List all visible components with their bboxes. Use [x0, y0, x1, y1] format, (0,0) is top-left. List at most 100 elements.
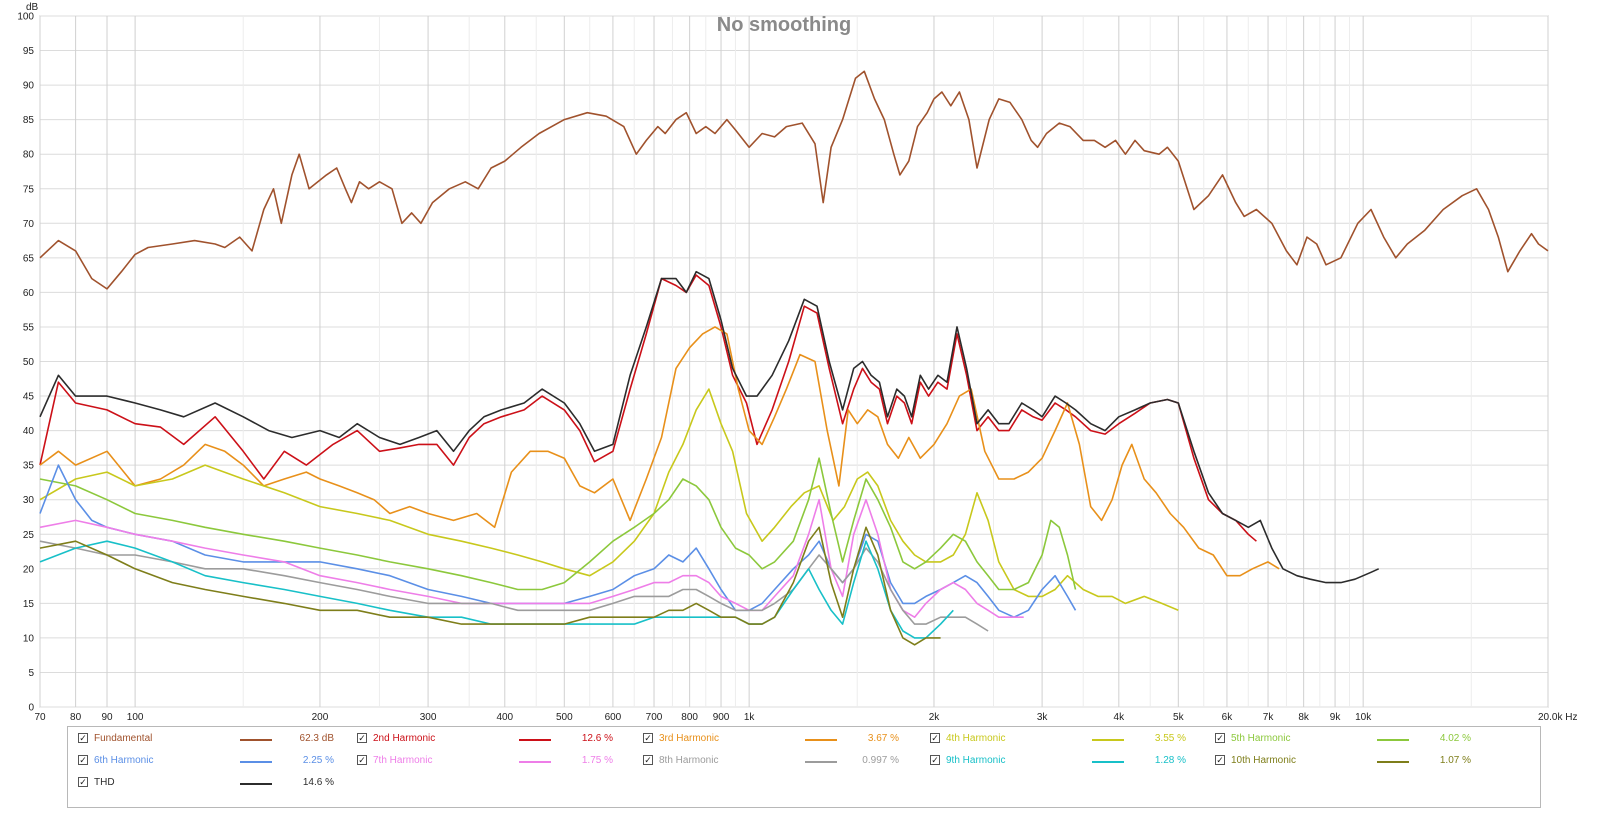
- x-tick-label: 400: [496, 712, 513, 723]
- legend-checkbox-4th-harmonic[interactable]: ✓: [930, 733, 940, 743]
- legend-value: 0.997 %: [862, 755, 899, 766]
- legend-label: 5th Harmonic: [1231, 733, 1291, 744]
- legend-item-7th-harmonic: ✓ 7th Harmonic 1.75 %: [357, 753, 627, 769]
- legend-label: 3rd Harmonic: [659, 733, 720, 744]
- legend-label: 4th Harmonic: [946, 733, 1006, 744]
- legend-checkbox-8th-harmonic[interactable]: ✓: [643, 755, 653, 765]
- series-line-3rd-harmonic: [39, 326, 1280, 577]
- y-tick-label: 15: [23, 599, 35, 610]
- x-tick-label: 800: [681, 712, 698, 723]
- legend-swatch: [1377, 739, 1409, 741]
- x-tick-label: 6k: [1222, 712, 1234, 723]
- y-tick-label: 30: [23, 495, 35, 506]
- chart-title: No smoothing: [717, 14, 851, 36]
- y-tick-label: 65: [23, 253, 35, 264]
- legend-item-fundamental: ✓ Fundamental 62.3 dB: [78, 731, 348, 747]
- x-tick-label: 4k: [1114, 712, 1126, 723]
- y-tick-label: 5: [28, 668, 34, 679]
- y-tick-label: 100: [17, 12, 34, 23]
- y-tick-label: 45: [23, 392, 35, 403]
- y-tick-label: 80: [23, 150, 35, 161]
- chart-plot-area: 0 5 10 15 20 25 30 35 40 45 50 55 60 65 70 75 80 85 90 95 10…: [17, 2, 1577, 723]
- legend-item-6th-harmonic: ✓ 6th Harmonic 2.25 %: [78, 753, 348, 769]
- legend-label: Fundamental: [94, 733, 153, 744]
- legend-label: 6th Harmonic: [94, 755, 154, 766]
- x-tick-label: 2k: [929, 712, 941, 723]
- y-tick-label: 95: [23, 46, 35, 57]
- legend-item-5th-harmonic: ✓ 5th Harmonic 4.02 %: [1215, 731, 1485, 747]
- legend-swatch: [805, 739, 837, 741]
- legend-swatch: [805, 761, 837, 763]
- y-tick-label: 75: [23, 184, 35, 195]
- x-tick-label: 900: [713, 712, 730, 723]
- legend-item-2nd-harmonic: ✓ 2nd Harmonic 12.6 %: [357, 731, 627, 747]
- legend-checkbox-6th-harmonic[interactable]: ✓: [78, 755, 88, 765]
- legend-checkbox-5th-harmonic[interactable]: ✓: [1215, 733, 1225, 743]
- legend-checkbox-10th-harmonic[interactable]: ✓: [1215, 755, 1225, 765]
- legend-swatch: [519, 739, 551, 741]
- legend-checkbox-9th-harmonic[interactable]: ✓: [930, 755, 940, 765]
- legend-item-thd: ✓ THD 14.6 %: [78, 775, 348, 791]
- series-lines: [39, 70, 1549, 646]
- legend-swatch: [519, 761, 551, 763]
- y-tick-label: 10: [23, 633, 35, 644]
- y-tick-label: 85: [23, 115, 35, 126]
- series-line-10th-harmonic: [39, 526, 941, 646]
- legend-value: 14.6 %: [302, 777, 334, 788]
- legend-item-4th-harmonic: ✓ 4th Harmonic 3.55 %: [930, 731, 1200, 747]
- x-tick-label: 5k: [1173, 712, 1185, 723]
- series-line-4th-harmonic: [39, 388, 1179, 612]
- y-tick-label: 20: [23, 564, 35, 575]
- legend-value: 2.25 %: [302, 755, 334, 766]
- legend-label: THD: [94, 777, 115, 788]
- x-tick-label: 3k: [1037, 712, 1049, 723]
- x-tick-label: 200: [312, 712, 329, 723]
- series-line-fundamental: [39, 70, 1549, 290]
- legend-value: 1.07 %: [1439, 755, 1471, 766]
- x-tick-label: 500: [556, 712, 573, 723]
- x-tick-label: 20.0k Hz: [1538, 712, 1577, 723]
- legend-label: 10th Harmonic: [1231, 755, 1297, 766]
- legend-label: 7th Harmonic: [373, 755, 433, 766]
- grid-lines: [39, 15, 1549, 708]
- legend-checkbox-fundamental[interactable]: ✓: [78, 733, 88, 743]
- y-tick-label: 25: [23, 530, 35, 541]
- legend-value: 3.55 %: [1154, 733, 1186, 744]
- legend-item-3rd-harmonic: ✓ 3rd Harmonic 3.67 %: [643, 731, 913, 747]
- legend-checkbox-3rd-harmonic[interactable]: ✓: [643, 733, 653, 743]
- legend-swatch: [240, 739, 272, 741]
- x-tick-label: 9k: [1330, 712, 1342, 723]
- legend-item-8th-harmonic: ✓ 8th Harmonic 0.997 %: [643, 753, 913, 769]
- y-tick-label: 55: [23, 322, 35, 333]
- legend-item-9th-harmonic: ✓ 9th Harmonic 1.28 %: [930, 753, 1200, 769]
- series-line-thd: [39, 270, 1380, 584]
- y-tick-label: 60: [23, 288, 35, 299]
- legend-checkbox-thd[interactable]: ✓: [78, 777, 88, 787]
- legend-swatch: [240, 783, 272, 785]
- legend-value: 62.3 dB: [299, 733, 334, 744]
- legend-label: 8th Harmonic: [659, 755, 719, 766]
- legend-label: 2nd Harmonic: [373, 733, 436, 744]
- legend-checkbox-2nd-harmonic[interactable]: ✓: [357, 733, 367, 743]
- x-tick-label: 600: [605, 712, 622, 723]
- y-tick-label: 90: [23, 81, 35, 92]
- legend-item-10th-harmonic: ✓ 10th Harmonic 1.07 %: [1215, 753, 1485, 769]
- x-tick-label: 8k: [1298, 712, 1310, 723]
- legend-swatch: [1092, 739, 1124, 741]
- y-tick-label: 35: [23, 461, 35, 472]
- legend-swatch: [240, 761, 272, 763]
- x-tick-label: 700: [646, 712, 663, 723]
- legend-checkbox-7th-harmonic[interactable]: ✓: [357, 755, 367, 765]
- y-tick-label: 40: [23, 426, 35, 437]
- legend-value: 1.28 %: [1154, 755, 1186, 766]
- legend: ✓ Fundamental 62.3 dB ✓ 2nd Harmonic 12.6 % ✓ 3…: [67, 726, 1541, 808]
- x-tick-label: 100: [127, 712, 144, 723]
- y-axis-label: dB: [26, 2, 39, 13]
- y-tick-label: 50: [23, 357, 35, 368]
- series-line-7th-harmonic: [39, 498, 1024, 618]
- y-tick-label: 0: [28, 703, 34, 714]
- legend-label: 9th Harmonic: [946, 755, 1006, 766]
- series-line-9th-harmonic: [39, 540, 954, 639]
- x-tick-label: 300: [420, 712, 437, 723]
- legend-value: 12.6 %: [581, 733, 613, 744]
